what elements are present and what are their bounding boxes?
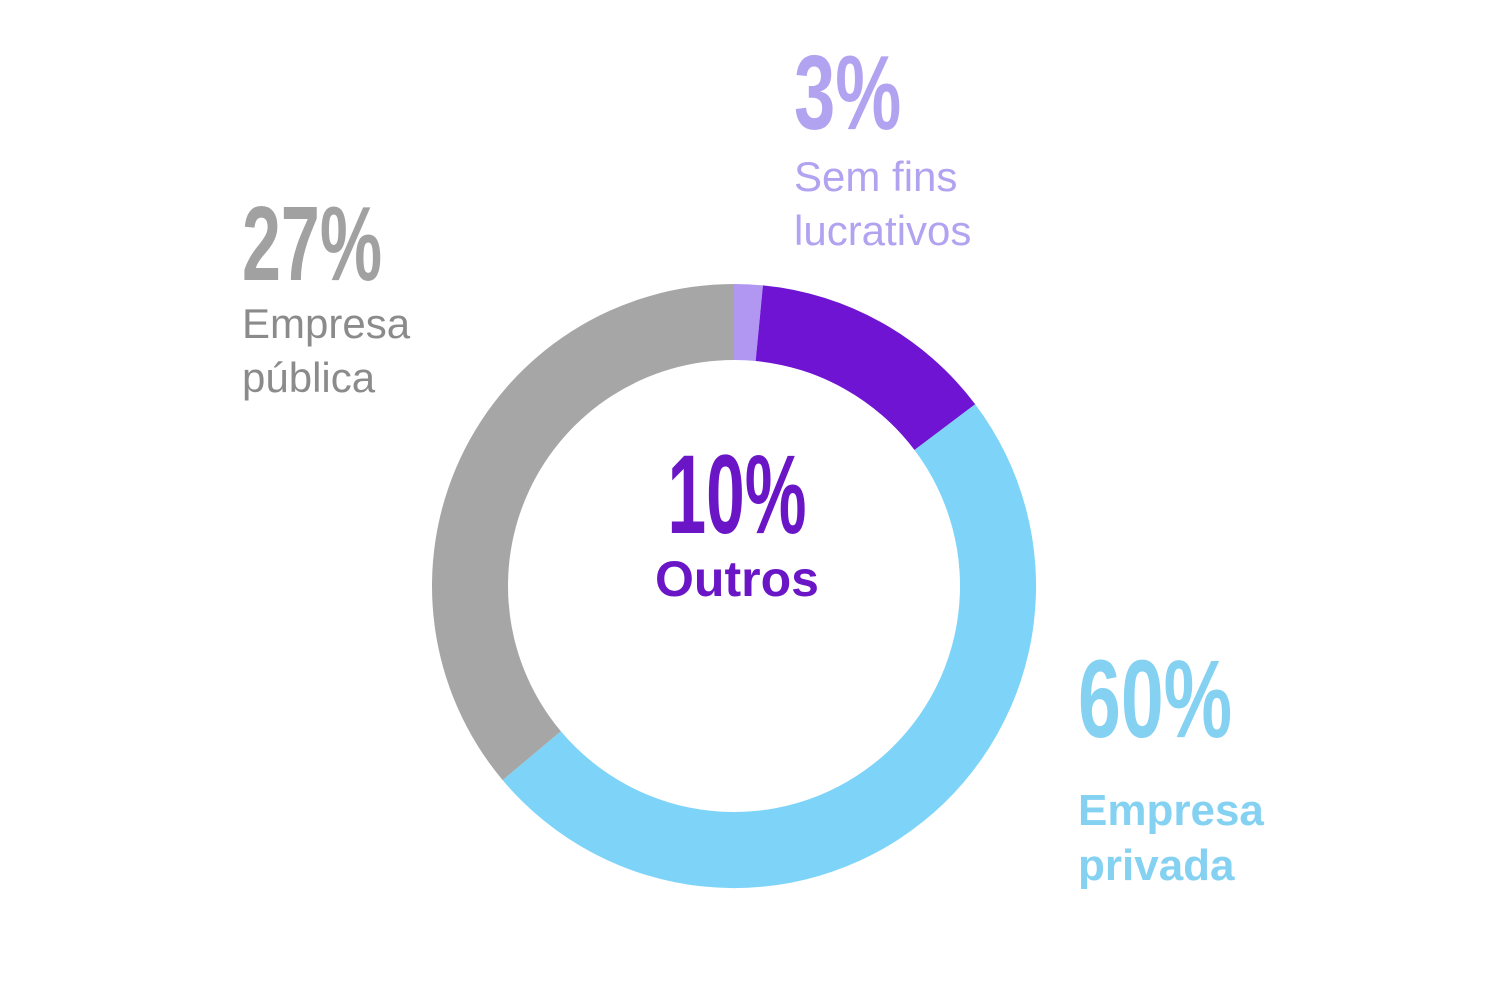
callout-empresa-publica: 27% Empresa pública <box>242 191 472 405</box>
donut-segment-empresa-privada <box>502 404 1037 889</box>
nonprofit-percent-value: 3% <box>794 34 902 152</box>
callout-outros-center: 10% Outros <box>625 439 849 607</box>
public-label: Empresa pública <box>242 300 411 401</box>
donut-segment-empresa-publica <box>431 284 734 781</box>
private-percent-value: 60% <box>1078 638 1233 761</box>
donut-segment-outros <box>755 285 976 450</box>
callout-empresa-privada: 60% Empresa privada <box>1078 645 1328 893</box>
public-percent-value: 27% <box>242 185 383 303</box>
nonprofit-label: Sem fins lucrativos <box>794 153 972 254</box>
others-label: Outros <box>655 551 819 607</box>
donut-segments-group <box>431 284 1037 889</box>
private-label: Empresa privada <box>1078 786 1264 890</box>
donut-segment-sem-fins-lucrativos <box>734 284 763 362</box>
others-percent-value: 10% <box>667 432 807 557</box>
callout-sem-fins-lucrativos: 3% Sem fins lucrativos <box>794 40 1024 258</box>
